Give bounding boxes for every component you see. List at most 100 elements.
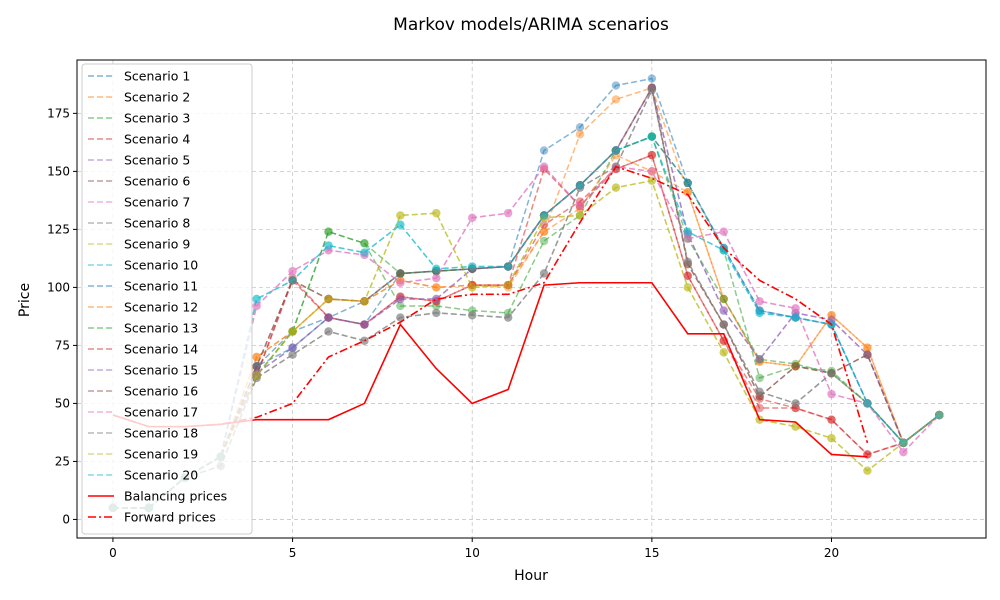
legend-entry: Scenario 18 — [124, 426, 198, 441]
data-point — [252, 301, 261, 311]
data-point — [539, 162, 549, 171]
data-point — [647, 167, 657, 176]
data-point — [899, 438, 908, 448]
data-point — [360, 320, 369, 329]
x-tick-label: 0 — [109, 546, 117, 560]
data-point — [683, 234, 692, 243]
data-point — [288, 327, 297, 336]
data-point — [935, 410, 944, 420]
data-point — [252, 371, 261, 380]
legend-entry: Scenario 19 — [124, 447, 198, 462]
data-point — [360, 336, 369, 345]
data-point — [539, 146, 549, 155]
data-point — [468, 262, 477, 271]
data-point — [432, 301, 441, 311]
data-point — [503, 208, 513, 218]
data-point — [503, 313, 513, 322]
data-point — [324, 313, 333, 322]
data-point — [539, 269, 549, 278]
chart-title: Markov models/ARIMA scenarios — [393, 15, 669, 35]
data-point — [899, 447, 908, 457]
data-point — [252, 362, 261, 371]
data-point — [755, 403, 764, 413]
data-point — [288, 273, 297, 283]
data-point — [324, 241, 333, 250]
data-point — [827, 315, 836, 325]
data-point — [827, 369, 836, 378]
data-point — [827, 311, 836, 320]
data-point — [432, 273, 441, 283]
data-point — [791, 403, 800, 413]
data-point — [863, 350, 872, 359]
legend-entry: Scenario 17 — [124, 405, 198, 420]
data-point — [324, 227, 333, 236]
data-point — [432, 308, 441, 318]
legend-entry: Scenario 1 — [124, 69, 190, 84]
data-point — [719, 306, 728, 315]
data-point — [468, 213, 477, 222]
data-point — [539, 227, 549, 236]
y-tick-label: 175 — [47, 106, 70, 120]
y-tick-label: 100 — [47, 280, 70, 294]
data-point — [791, 304, 800, 313]
data-point — [503, 280, 513, 290]
y-tick-label: 50 — [55, 396, 70, 410]
legend-entry: Scenario 6 — [124, 174, 190, 189]
y-tick-label: 0 — [62, 512, 70, 526]
data-point — [683, 227, 692, 236]
data-point — [647, 74, 657, 83]
y-axis-label: Price — [17, 283, 33, 317]
data-point — [396, 211, 405, 220]
data-point — [647, 85, 657, 95]
data-point — [611, 95, 621, 104]
data-point — [396, 269, 405, 278]
data-point — [539, 211, 549, 220]
data-point — [719, 348, 728, 357]
data-point — [683, 188, 692, 197]
data-point — [252, 294, 261, 304]
data-point — [539, 236, 549, 246]
data-point — [432, 283, 441, 292]
data-point — [827, 389, 836, 399]
y-tick-label: 75 — [55, 338, 70, 352]
data-point — [396, 211, 405, 220]
x-axis-label: Hour — [514, 568, 548, 584]
data-point — [396, 313, 405, 322]
data-point — [503, 262, 513, 271]
data-point — [539, 220, 549, 229]
data-point — [575, 183, 585, 192]
data-point — [252, 294, 261, 304]
data-point — [683, 271, 692, 280]
legend: Scenario 1 Scenario 2 Scenario 3 Scenario 4… — [81, 63, 253, 535]
data-point — [719, 294, 728, 304]
data-point — [503, 280, 513, 290]
data-point — [288, 350, 297, 359]
data-point — [611, 81, 621, 90]
data-point — [863, 350, 872, 359]
legend-entry: Scenario 5 — [124, 153, 190, 168]
x-tick-label: 15 — [644, 546, 659, 560]
data-point — [683, 229, 692, 239]
data-point — [324, 327, 333, 336]
legend-entry: Scenario 9 — [124, 237, 190, 252]
y-tick-label: 25 — [55, 454, 70, 468]
legend-entry: Scenario 8 — [124, 216, 190, 231]
y-tick-label: 150 — [47, 164, 70, 178]
data-point — [683, 178, 692, 188]
data-point — [539, 213, 549, 222]
plot-frame — [76, 59, 987, 539]
x-tick-label: 5 — [289, 546, 297, 560]
data-point — [396, 278, 405, 287]
legend-entry: Scenario 16 — [124, 384, 198, 399]
data-point — [468, 283, 477, 292]
legend-entry: Scenario 11 — [124, 279, 198, 294]
data-point — [396, 301, 405, 311]
legend-entry: Scenario 12 — [124, 300, 198, 315]
data-point — [324, 227, 333, 236]
data-point — [827, 434, 836, 443]
data-point — [575, 204, 585, 213]
data-point — [647, 132, 657, 141]
data-point — [468, 306, 477, 315]
grid — [77, 60, 986, 538]
